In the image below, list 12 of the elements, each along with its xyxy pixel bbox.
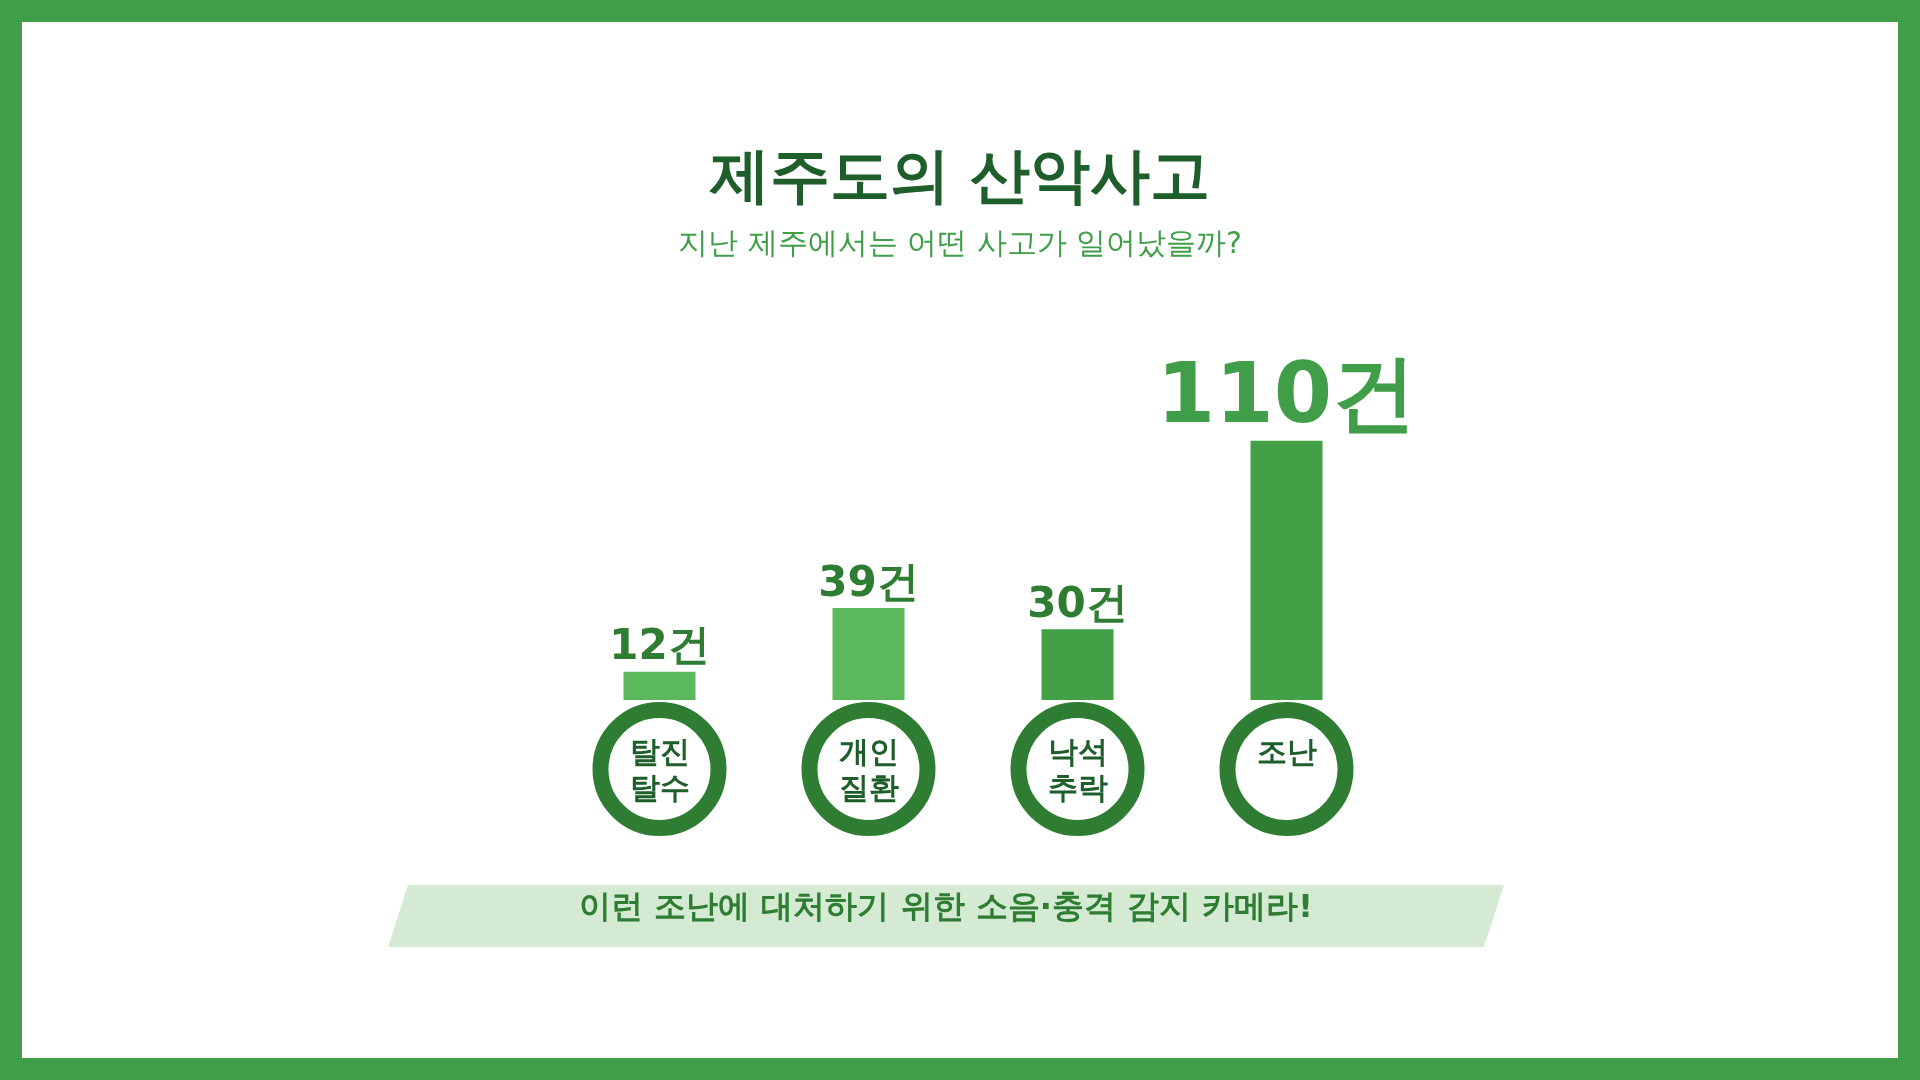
x-tick-label: 조난 <box>1256 733 1317 769</box>
x-tick-label: 탈진 탈수 <box>629 733 690 805</box>
data-label: 12건 <box>609 620 710 670</box>
bar <box>623 671 696 700</box>
data-label: 39건 <box>818 556 919 606</box>
chart-subtitle: 지난 제주에서는 어떤 사고가 일어났을까? <box>677 224 1243 260</box>
data-label: 110건 <box>1156 343 1417 442</box>
bar <box>1041 629 1114 700</box>
chart-title: 제주도의 산악사고 <box>708 140 1211 210</box>
data-label: 30건 <box>1027 577 1128 627</box>
x-tick-label: 낙석 추락 <box>1047 733 1108 805</box>
x-tick-label: 개인 질환 <box>838 733 899 805</box>
